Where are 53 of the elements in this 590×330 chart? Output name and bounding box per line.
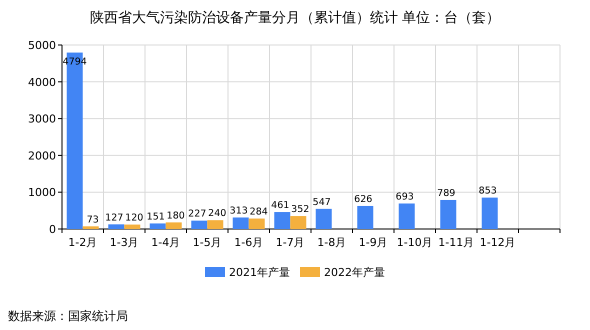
x-tick-label: 1-9月 [358, 236, 388, 249]
bar [108, 224, 124, 229]
y-tick-label: 4000 [28, 76, 56, 89]
data-label: 240 [208, 208, 226, 220]
y-tick-label: 5000 [28, 39, 56, 52]
bar [440, 200, 456, 229]
y-tick-label: 1000 [28, 186, 56, 200]
data-label: 227 [188, 208, 206, 220]
data-label: 789 [437, 188, 456, 199]
data-label: 120 [125, 212, 144, 224]
bar [166, 222, 182, 229]
x-tick-label: 1-5月 [192, 236, 222, 249]
legend-label: 2022年产量 [324, 266, 385, 279]
bar [124, 224, 140, 229]
x-tick-label: 1-6月 [234, 236, 264, 249]
data-label: 352 [291, 204, 310, 216]
bar [290, 216, 306, 229]
bar [191, 220, 208, 229]
y-tick-label: 3000 [28, 112, 56, 126]
y-tick-label: 2000 [28, 149, 56, 162]
data-label: 284 [250, 206, 268, 218]
x-tick-label: 1-7月 [276, 236, 305, 249]
data-label: 73 [86, 214, 99, 226]
bar [232, 217, 249, 229]
bar [316, 208, 332, 229]
x-tick-label: 1-12月 [480, 236, 516, 249]
data-label: 180 [166, 210, 185, 222]
bar [82, 226, 99, 229]
x-tick-label: 1-4月 [151, 236, 180, 249]
data-label: 626 [354, 194, 372, 205]
bar [398, 204, 415, 229]
x-tick-label: 1-8月 [317, 236, 346, 249]
bar [207, 220, 224, 229]
x-tick-label: 1-10月 [396, 236, 433, 249]
x-tick-label: 1-3月 [110, 236, 139, 249]
data-label: 127 [105, 212, 124, 224]
data-label: 853 [478, 186, 497, 197]
y-tick-label: 0 [49, 223, 56, 236]
source-note: 数据来源：国家统计局 [8, 309, 128, 323]
data-label: 313 [230, 205, 248, 216]
legend-label: 2021年产量 [229, 266, 290, 279]
data-label: 547 [312, 196, 331, 208]
x-tick-label: 1-11月 [438, 236, 474, 249]
data-label: 461 [271, 200, 290, 212]
bar [274, 212, 290, 229]
data-label: 693 [396, 192, 414, 202]
chart-title: 陕西省大气污染防治设备产量分月（累计值）统计 单位：台（套） [90, 10, 500, 26]
x-tick-label: 1-2月 [68, 236, 98, 249]
bar [150, 223, 166, 229]
bar [248, 218, 265, 229]
data-label: 151 [146, 211, 165, 222]
bar [482, 198, 498, 229]
bar [357, 206, 374, 229]
